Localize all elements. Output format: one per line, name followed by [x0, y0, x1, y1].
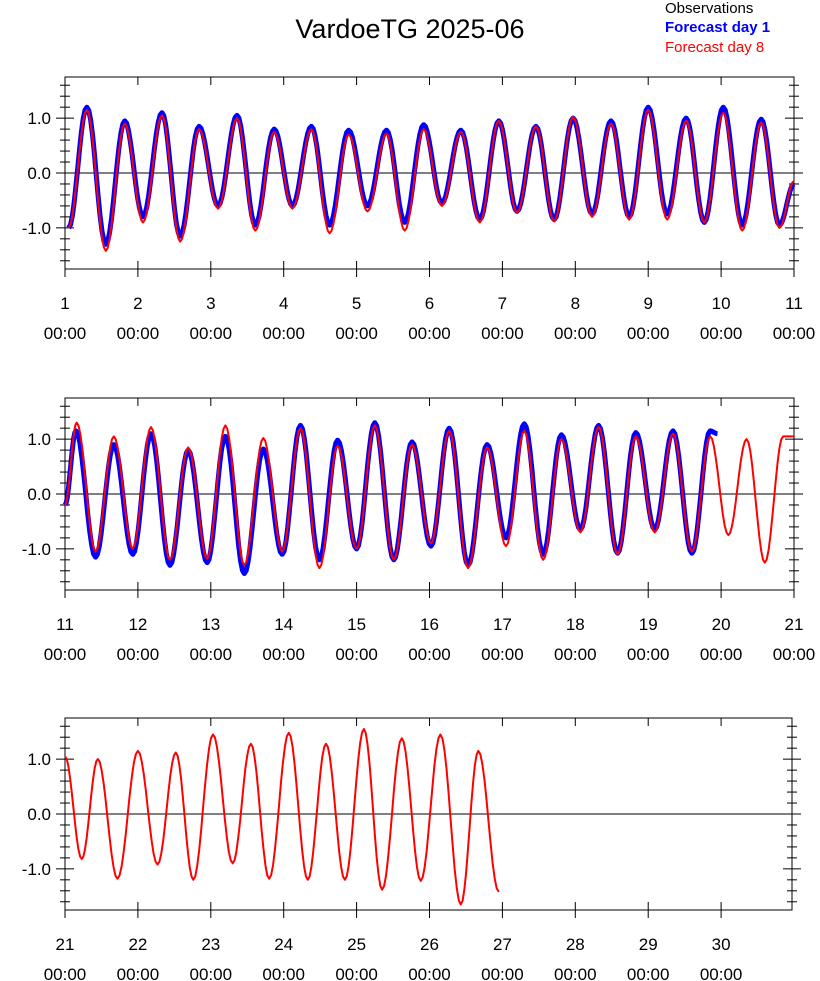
panel3-xtick-day-label: 22	[128, 935, 147, 954]
panel2-xtick-day-label: 13	[201, 615, 220, 634]
panel3-xtick-day-label: 30	[712, 935, 731, 954]
panel1-xtick-time-label: 00:00	[408, 324, 451, 343]
panel2-xtick-day-label: 11	[56, 615, 74, 634]
panel2-xtick-day-label: 12	[128, 615, 147, 634]
panel3-xtick-day-label: 28	[566, 935, 585, 954]
panel1-xtick-time-label: 00:00	[190, 324, 233, 343]
panel3-xtick-time-label: 00:00	[190, 965, 233, 981]
panel2-xtick-day-label: 17	[493, 615, 512, 634]
panel1-xtick-day-label: 10	[712, 294, 731, 313]
panel2-xtick-time-label: 00:00	[408, 645, 451, 664]
panel3-xtick-time-label: 00:00	[117, 965, 160, 981]
panel2-xtick-day-label: 20	[712, 615, 731, 634]
panel3-xtick-time-label: 00:00	[44, 965, 87, 981]
panel3-series-forecast-day-8-line	[64, 728, 500, 906]
panel2-xtick-day-label: 19	[639, 615, 658, 634]
panel2-xtick-time-label: 00:00	[262, 645, 305, 664]
panel1-ytick-label: -1.0	[22, 219, 51, 238]
panel1-xtick-time-label: 00:00	[627, 324, 670, 343]
panel2-xtick-time-label: 00:00	[773, 645, 816, 664]
panel3-xtick-time-label: 00:00	[700, 965, 743, 981]
panel3-xtick-day-label: 27	[493, 935, 512, 954]
panel2-xtick-time-label: 00:00	[481, 645, 524, 664]
panel3-xtick-time-label: 00:00	[262, 965, 305, 981]
panel3-xtick-day-label: 23	[201, 935, 220, 954]
panel2-xtick-time-label: 00:00	[190, 645, 233, 664]
panel2-xtick-time-label: 00:00	[44, 645, 87, 664]
panel2-xtick-day-label: 14	[274, 615, 293, 634]
panel2-xtick-time-label: 00:00	[335, 645, 378, 664]
panel1-xtick-time-label: 00:00	[700, 324, 743, 343]
panel3-ytick-label: 0.0	[27, 805, 51, 824]
panel2-xtick-day-label: 16	[420, 615, 439, 634]
panel2-ytick-label: 0.0	[27, 485, 51, 504]
legend-observations: Observations	[665, 0, 754, 17]
panel3-xtick-day-label: 25	[347, 935, 366, 954]
panel1-xtick-time-label: 00:00	[554, 324, 597, 343]
panel3-xtick-time-label: 00:00	[408, 965, 451, 981]
panel2-xtick-time-label: 00:00	[627, 645, 670, 664]
panel2-xtick-time-label: 00:00	[554, 645, 597, 664]
panel3-xtick-day-label: 29	[639, 935, 658, 954]
panel1-xtick-day-label: 3	[206, 294, 215, 313]
panel3-ytick-label: -1.0	[22, 860, 51, 879]
panel1-xtick-time-label: 00:00	[262, 324, 305, 343]
panel1-xtick-time-label: 00:00	[773, 324, 816, 343]
panel2-ytick-label: -1.0	[22, 540, 51, 559]
panel1-xtick-day-label: 1	[60, 294, 69, 313]
panel1-xtick-day-label: 4	[279, 294, 288, 313]
panel3-xtick-time-label: 00:00	[335, 965, 378, 981]
panel1-ytick-label: 0.0	[27, 164, 51, 183]
panel3-ytick-label: 1.0	[27, 750, 51, 769]
panel3-xtick-time-label: 00:00	[627, 965, 670, 981]
panel1-xtick-day-label: 11	[785, 294, 803, 313]
panel1-xtick-day-label: 8	[571, 294, 580, 313]
panel1-xtick-day-label: 7	[498, 294, 507, 313]
legend-forecast-day-1: Forecast day 1	[665, 19, 771, 36]
panel1-series-forecast-day-8-line	[67, 108, 795, 252]
panel3-xtick-time-label: 00:00	[554, 965, 597, 981]
panel1-xtick-time-label: 00:00	[481, 324, 524, 343]
panel2-xtick-day-label: 18	[566, 615, 585, 634]
panel3-xtick-day-label: 26	[420, 935, 439, 954]
panel1-xtick-time-label: 00:00	[44, 324, 87, 343]
panel1-xtick-time-label: 00:00	[117, 324, 160, 343]
panel2-xtick-time-label: 00:00	[117, 645, 160, 664]
panel1-xtick-time-label: 00:00	[335, 324, 378, 343]
panel2-ytick-label: 1.0	[27, 430, 51, 449]
panel2-xtick-day-label: 15	[347, 615, 366, 634]
panel1-xtick-day-label: 5	[352, 294, 361, 313]
panel3-xtick-day-label: 21	[56, 935, 75, 954]
panel2-xtick-time-label: 00:00	[700, 645, 743, 664]
panel1-xtick-day-label: 2	[133, 294, 142, 313]
chart-title: VardoeTG 2025-06	[295, 14, 525, 44]
panel2-xtick-day-label: 21	[785, 615, 804, 634]
panel1-ytick-label: 1.0	[27, 109, 51, 128]
panel2-series-forecast-day-8-line	[64, 421, 794, 570]
panel1-xtick-day-label: 6	[425, 294, 434, 313]
panel3-xtick-day-label: 24	[274, 935, 293, 954]
legend-forecast-day-8: Forecast day 8	[665, 39, 765, 56]
panel1-xtick-day-label: 9	[643, 294, 652, 313]
panel3-xtick-time-label: 00:00	[481, 965, 524, 981]
panel1-series-forecast-day-1-line	[66, 104, 796, 247]
